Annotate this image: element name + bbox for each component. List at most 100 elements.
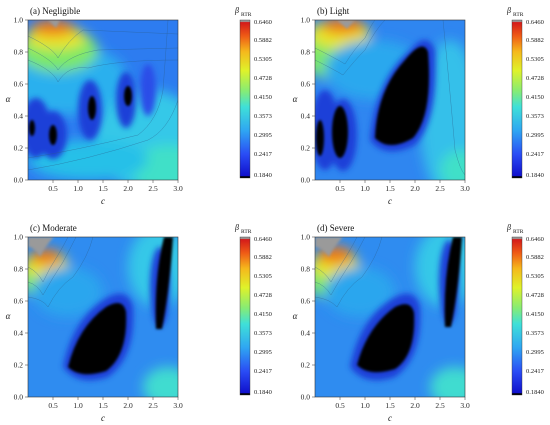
panel-b-title: (b) Light bbox=[317, 6, 350, 16]
min-region-b-2 bbox=[332, 106, 348, 158]
colorbar-label: β bbox=[234, 6, 239, 15]
panel-c-colorbar: β RTR 0.6460 0.5882 0.5305 0.4728 0.4150… bbox=[234, 223, 273, 396]
colorbar-tick: 0.2417 bbox=[526, 151, 545, 158]
x-tick-label: 3.0 bbox=[173, 184, 183, 193]
colorbar-tick: 0.4150 bbox=[526, 94, 544, 101]
y-tick-label: 0.2 bbox=[14, 144, 24, 153]
colorbar-tick: 0.3573 bbox=[526, 330, 544, 337]
y-tick-label: 0.8 bbox=[14, 265, 24, 274]
panel-d-field bbox=[314, 236, 466, 398]
y-tick-label: 0.8 bbox=[301, 265, 311, 274]
x-tick-label: 2.5 bbox=[148, 401, 158, 410]
min-region-a-2 bbox=[49, 125, 57, 145]
colorbar-tick: 0.5305 bbox=[254, 56, 272, 63]
y-tick-label: 0.6 bbox=[301, 297, 311, 306]
x-axis-label: c bbox=[101, 413, 105, 423]
colorbar-tick: 0.2995 bbox=[526, 349, 544, 356]
colorbar-tick: 0.1840 bbox=[526, 389, 544, 396]
y-tick-label: 0.2 bbox=[301, 144, 311, 153]
colorbar-tick: 0.6460 bbox=[526, 19, 544, 26]
colorbar-tick: 0.5305 bbox=[526, 273, 544, 280]
min-region-b-1 bbox=[316, 120, 324, 156]
colorbar-tick: 0.1840 bbox=[254, 389, 272, 396]
colorbar-sub: RTR bbox=[241, 12, 252, 18]
max-region-b bbox=[337, 20, 355, 29]
panel-d-title: (d) Severe bbox=[317, 223, 354, 233]
y-tick-label: 1.0 bbox=[14, 233, 24, 242]
x-tick-label: 0.5 bbox=[48, 401, 58, 410]
colorbar-tick: 0.4728 bbox=[526, 292, 544, 299]
y-tick-label: 0.0 bbox=[14, 176, 24, 185]
y-axis-label: α bbox=[6, 311, 11, 321]
colorbar-tick: 0.4728 bbox=[526, 75, 544, 82]
colorbar-label: β bbox=[234, 223, 239, 232]
y-axis-label: α bbox=[293, 311, 298, 321]
panel-d: (d) Severe 0.5 1.0 1.5 2.0 2.5 3.0 0.0 0… bbox=[293, 223, 545, 423]
panel-c-ticks: 0.5 1.0 1.5 2.0 2.5 3.0 0.0 0.2 0.4 0.6 … bbox=[14, 233, 183, 411]
x-tick-label: 2.5 bbox=[435, 184, 445, 193]
y-tick-label: 0.4 bbox=[301, 329, 311, 338]
max-region-d bbox=[315, 237, 343, 257]
y-tick-label: 0.0 bbox=[14, 393, 24, 402]
colorbar-tick: 0.5882 bbox=[254, 254, 272, 261]
x-tick-label: 1.0 bbox=[360, 184, 370, 193]
x-tick-label: 2.5 bbox=[148, 184, 158, 193]
y-tick-label: 0.0 bbox=[301, 176, 311, 185]
colorbar-tick: 0.4150 bbox=[526, 311, 544, 318]
y-tick-label: 0.2 bbox=[14, 361, 24, 370]
colorbar-tick: 0.5305 bbox=[254, 273, 272, 280]
y-tick-label: 0.4 bbox=[301, 112, 311, 121]
x-axis-label: c bbox=[388, 196, 392, 206]
y-tick-label: 0.0 bbox=[301, 393, 311, 402]
max-region-c bbox=[28, 237, 54, 257]
colorbar-tick: 0.6460 bbox=[254, 19, 272, 26]
y-tick-label: 0.6 bbox=[14, 80, 24, 89]
min-region-a-4 bbox=[124, 86, 132, 106]
colorbar-tick: 0.2995 bbox=[526, 132, 544, 139]
panel-a: (a) Negligible 0.5 1.0 1.5 2.0 2.5 3.0 0… bbox=[6, 6, 273, 206]
colorbar-sub: RTR bbox=[513, 229, 524, 235]
y-tick-label: 1.0 bbox=[301, 16, 311, 25]
colorbar-tick: 0.2417 bbox=[526, 368, 545, 375]
x-tick-label: 2.0 bbox=[123, 184, 133, 193]
x-tick-label: 2.5 bbox=[435, 401, 445, 410]
panel-d-ticks: 0.5 1.0 1.5 2.0 2.5 3.0 0.0 0.2 0.4 0.6 … bbox=[301, 233, 470, 411]
x-tick-label: 1.5 bbox=[385, 401, 395, 410]
y-tick-label: 0.6 bbox=[14, 297, 24, 306]
colorbar-sub: RTR bbox=[241, 229, 252, 235]
colorbar-tick: 0.5305 bbox=[526, 56, 544, 63]
y-tick-label: 1.0 bbox=[301, 233, 311, 242]
y-tick-label: 0.6 bbox=[301, 80, 311, 89]
panel-c: (c) Moderate 0.5 1.0 1.5 2.0 2.5 3.0 0.0… bbox=[6, 223, 273, 423]
colorbar-tick: 0.5882 bbox=[526, 254, 544, 261]
x-tick-label: 0.5 bbox=[335, 184, 345, 193]
y-tick-label: 1.0 bbox=[14, 16, 24, 25]
colorbar-tick: 0.4728 bbox=[254, 292, 272, 299]
colorbar-tick: 0.4150 bbox=[254, 94, 272, 101]
x-tick-label: 1.5 bbox=[98, 184, 108, 193]
panel-b: (b) Light 0.5 1.0 1.5 2.0 2.5 3.0 0.0 0.… bbox=[293, 6, 545, 206]
colorbar-tick: 0.5882 bbox=[526, 37, 544, 44]
panel-b-ticks: 0.5 1.0 1.5 2.0 2.5 3.0 0.0 0.2 0.4 0.6 … bbox=[301, 16, 470, 194]
y-tick-label: 0.4 bbox=[14, 329, 24, 338]
y-tick-label: 0.2 bbox=[301, 361, 311, 370]
colorbar-tick: 0.2417 bbox=[254, 368, 273, 375]
panel-b-colorbar: β RTR 0.6460 0.5882 0.5305 0.4728 0.4150… bbox=[506, 6, 545, 179]
x-tick-label: 1.0 bbox=[73, 401, 83, 410]
min-region-c-2 bbox=[155, 237, 173, 329]
panel-b-field bbox=[314, 19, 466, 181]
panel-c-field bbox=[27, 236, 179, 398]
colorbar-sub: RTR bbox=[513, 12, 524, 18]
colorbar-tick: 0.6460 bbox=[526, 236, 544, 243]
x-tick-label: 3.0 bbox=[460, 184, 470, 193]
min-region-d-2 bbox=[444, 237, 462, 327]
panel-a-colorbar: β RTR 0.6460 0.5882 0.5305 0.4728 0.4150… bbox=[234, 6, 273, 179]
min-region-c-1 bbox=[68, 303, 127, 375]
colorbar-label: β bbox=[506, 223, 511, 232]
x-tick-label: 1.0 bbox=[73, 184, 83, 193]
x-tick-label: 2.0 bbox=[123, 401, 133, 410]
panel-a-ticks: 0.5 1.0 1.5 2.0 2.5 3.0 0.0 0.2 0.4 0.6 … bbox=[14, 16, 183, 194]
colorbar-tick: 0.2995 bbox=[254, 132, 272, 139]
panel-a-field bbox=[27, 19, 179, 181]
